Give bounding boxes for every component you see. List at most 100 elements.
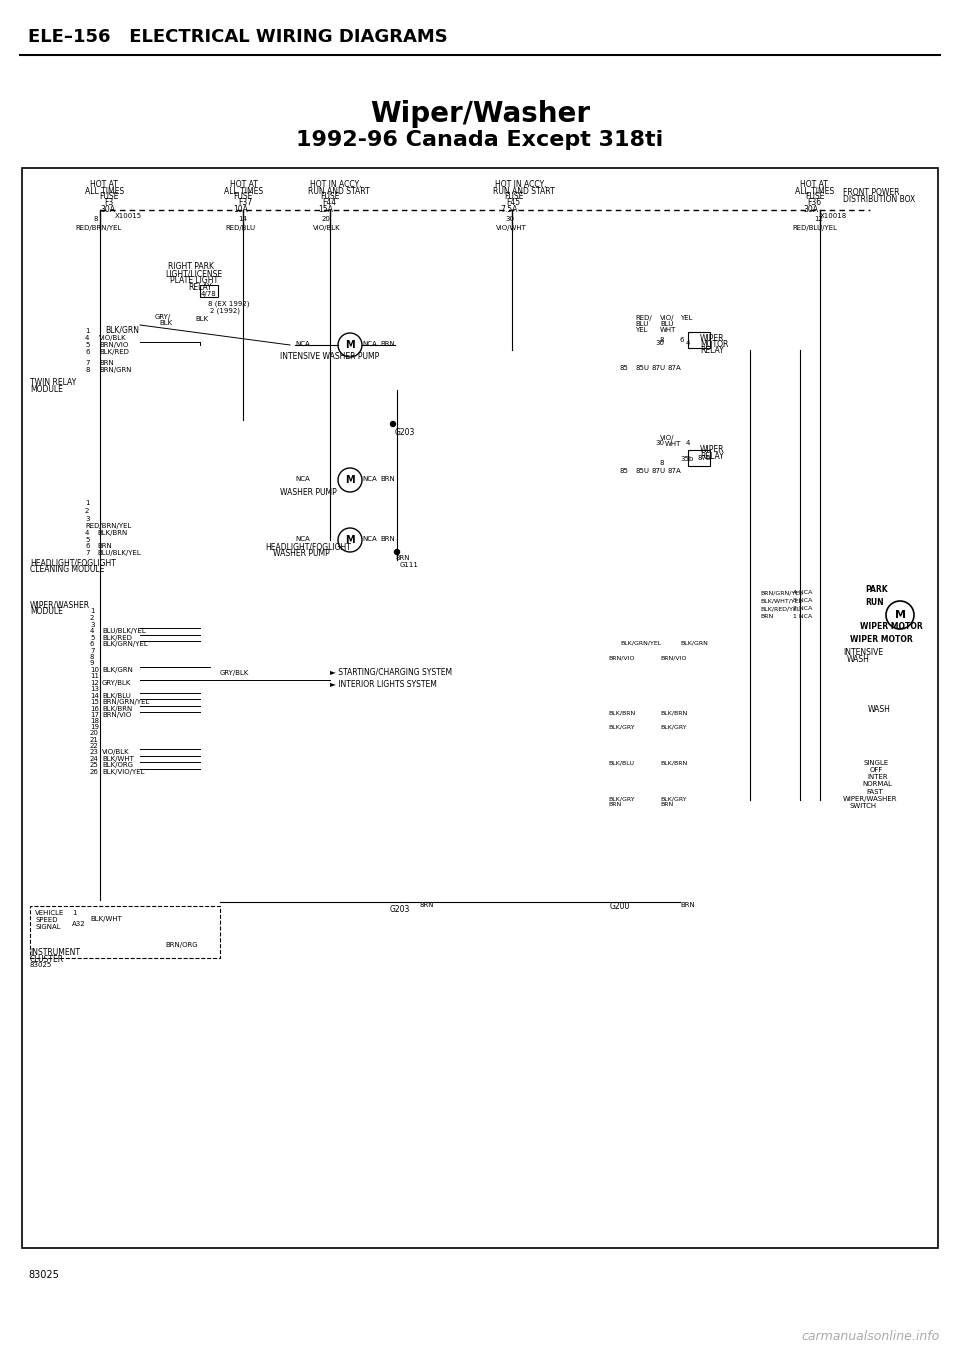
Text: 24: 24 — [90, 756, 99, 763]
Text: 8RN: 8RN — [395, 555, 410, 560]
Text: INTENSIVE WASHER PUMP: INTENSIVE WASHER PUMP — [280, 351, 379, 361]
Text: ALL TIMES: ALL TIMES — [85, 187, 124, 195]
Text: 30A: 30A — [100, 205, 115, 214]
Text: RELAY: RELAY — [700, 346, 724, 356]
Text: RUN: RUN — [865, 598, 883, 607]
Text: BLK/GRY: BLK/GRY — [660, 797, 686, 801]
Text: M: M — [895, 611, 905, 620]
Text: 30: 30 — [655, 341, 664, 346]
Text: DISTRIBUTION BOX: DISTRIBUTION BOX — [843, 195, 915, 204]
Text: WASHER PUMP: WASHER PUMP — [280, 489, 337, 497]
Text: BLK/BRN: BLK/BRN — [608, 710, 636, 715]
Text: 1: 1 — [90, 608, 94, 613]
Text: WIPER MOTOR: WIPER MOTOR — [850, 635, 913, 645]
Text: RED/BLU: RED/BLU — [225, 225, 255, 231]
Text: BLK/GRN: BLK/GRN — [105, 324, 139, 334]
Text: VIO/BLK: VIO/BLK — [99, 335, 127, 341]
Text: F45: F45 — [506, 198, 520, 208]
Text: ELE–156   ELECTRICAL WIRING DIAGRAMS: ELE–156 ELECTRICAL WIRING DIAGRAMS — [28, 28, 447, 46]
Circle shape — [395, 550, 399, 555]
Text: SINGLE: SINGLE — [863, 760, 888, 765]
Text: VEHICLE: VEHICLE — [35, 911, 64, 916]
Text: 2: 2 — [90, 615, 94, 622]
Text: F36: F36 — [807, 198, 821, 208]
Text: RED/BLU/YEL: RED/BLU/YEL — [792, 225, 837, 231]
Text: BLK/GRN: BLK/GRN — [102, 668, 132, 673]
Text: 13: 13 — [90, 687, 99, 692]
Text: BRN: BRN — [760, 613, 773, 619]
Text: 8 (EX 1992): 8 (EX 1992) — [208, 300, 250, 307]
Text: RUN AND START: RUN AND START — [308, 187, 370, 195]
Text: HEADLIGHT/FOGLIGHT: HEADLIGHT/FOGLIGHT — [265, 541, 350, 551]
Text: GRY/: GRY/ — [155, 313, 171, 320]
Text: 7: 7 — [90, 649, 94, 654]
Text: BLK/BLU: BLK/BLU — [608, 760, 634, 765]
Text: VIO/WHT: VIO/WHT — [496, 225, 527, 231]
Text: RUN AND START: RUN AND START — [493, 187, 555, 195]
Text: HOT IN ACCY,: HOT IN ACCY, — [495, 180, 546, 189]
Text: A32: A32 — [72, 921, 85, 927]
Text: MODULE: MODULE — [30, 385, 62, 394]
Text: BRN/GRN/YEL: BRN/GRN/YEL — [760, 590, 803, 594]
Text: ► STARTING/CHARGING SYSTEM: ► STARTING/CHARGING SYSTEM — [330, 668, 452, 676]
Text: 18: 18 — [90, 718, 99, 725]
Text: BRN: BRN — [608, 802, 621, 807]
Text: BLK/ORG: BLK/ORG — [102, 763, 133, 768]
Text: BLK/GRN/YEL: BLK/GRN/YEL — [620, 641, 661, 645]
Text: 4 NCA: 4 NCA — [793, 590, 812, 594]
Text: F3: F3 — [104, 198, 113, 208]
Text: BLK/BLU: BLK/BLU — [102, 693, 131, 699]
Text: 22: 22 — [90, 744, 99, 749]
Text: FUSE: FUSE — [233, 191, 252, 201]
Text: BLK/WHT/YEL: BLK/WHT/YEL — [760, 598, 803, 603]
Text: 2 NCA: 2 NCA — [793, 607, 812, 611]
Text: F44: F44 — [322, 198, 336, 208]
Text: BLK/GRY: BLK/GRY — [608, 797, 635, 801]
Text: 20: 20 — [322, 216, 331, 223]
Text: 35b: 35b — [680, 456, 693, 461]
Text: FUSE: FUSE — [320, 191, 340, 201]
Text: BLK/VIO/YEL: BLK/VIO/YEL — [102, 769, 145, 775]
Text: 1992-96 Canada Except 318ti: 1992-96 Canada Except 318ti — [297, 130, 663, 151]
Text: FUSE: FUSE — [805, 191, 825, 201]
Text: NCA: NCA — [295, 476, 310, 482]
Text: 8: 8 — [660, 337, 664, 343]
Text: LIGHT/LICENSE: LIGHT/LICENSE — [165, 269, 222, 278]
Text: SWITCH: SWITCH — [849, 803, 876, 809]
Circle shape — [886, 601, 914, 630]
Text: 85U: 85U — [636, 365, 650, 370]
Text: BRN/VIO: BRN/VIO — [102, 712, 132, 718]
Text: PARK: PARK — [865, 585, 888, 594]
Text: RELAY: RELAY — [700, 452, 724, 461]
Text: G203: G203 — [395, 427, 416, 437]
Text: VIO/BLK: VIO/BLK — [313, 225, 341, 231]
Text: BLU/BLK/YEL: BLU/BLK/YEL — [102, 628, 146, 634]
Text: 25: 25 — [90, 763, 99, 768]
Text: 14: 14 — [90, 693, 99, 699]
Text: BLU: BLU — [660, 322, 673, 327]
Text: WASHER PUMP: WASHER PUMP — [273, 550, 329, 558]
Text: BLK/WHT: BLK/WHT — [102, 756, 133, 763]
Text: 15: 15 — [90, 699, 99, 706]
Text: 30A: 30A — [803, 205, 818, 214]
Text: 85: 85 — [620, 365, 629, 370]
Text: Wiper/Washer: Wiper/Washer — [370, 100, 590, 128]
Text: FUSE: FUSE — [99, 191, 118, 201]
Text: ► INTERIOR LIGHTS SYSTEM: ► INTERIOR LIGHTS SYSTEM — [330, 680, 437, 689]
Text: WHT: WHT — [665, 441, 682, 446]
Text: 6: 6 — [85, 543, 89, 550]
Text: MODULE: MODULE — [30, 607, 62, 616]
Text: BLK/GRN/YEL: BLK/GRN/YEL — [102, 641, 148, 647]
Text: BLK/BRN: BLK/BRN — [102, 706, 132, 712]
Text: 3: 3 — [90, 622, 94, 628]
Text: 6: 6 — [680, 337, 684, 343]
Text: 85: 85 — [620, 468, 629, 474]
Text: HOT AT: HOT AT — [230, 180, 258, 189]
Text: ALL TIMES: ALL TIMES — [795, 187, 834, 195]
Text: BLK/WHT: BLK/WHT — [90, 916, 122, 921]
Text: G111: G111 — [400, 562, 419, 569]
Text: WIPER/WASHER: WIPER/WASHER — [843, 797, 898, 802]
Text: 1: 1 — [85, 328, 89, 334]
Text: WASH: WASH — [847, 655, 870, 664]
Text: X10018: X10018 — [820, 213, 848, 218]
